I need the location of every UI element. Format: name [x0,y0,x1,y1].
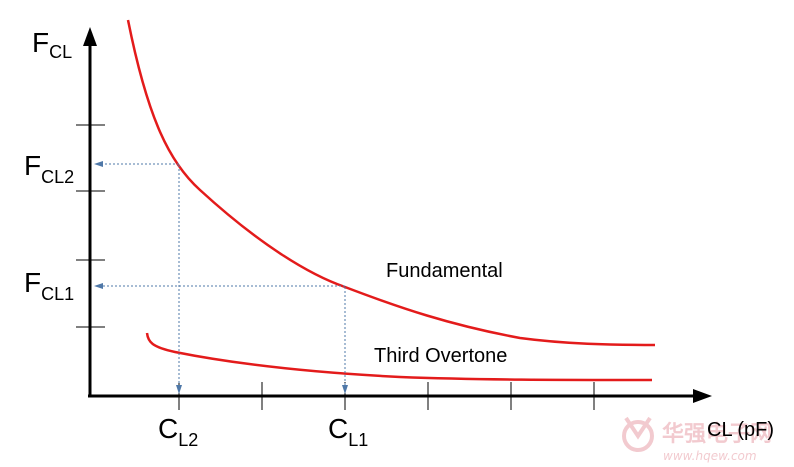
series-label-fundamental: Fundamental [386,260,503,282]
guide-arrow-fcl2 [94,161,103,167]
watermark-logo: 华强电子网 www.hqew.com [622,416,772,463]
y-marker-label-fcl2: FCL2 [24,150,74,187]
x-axis-arrow [693,389,712,403]
y-axis-label-sub: CL [49,42,72,62]
guide-arrow-fcl1 [94,283,103,289]
guide-arrow-cl2 [176,385,182,394]
guide-arrow-cl1 [342,385,348,394]
watermark-url: www.hqew.com [663,449,757,463]
x-marker-label-cl2: CL2 [158,413,198,450]
series-line-third-overtone [145,332,653,382]
watermark-logo-icon [622,420,654,452]
y-marker-label-fcl1: FCL1 [24,267,74,304]
x-marker-label-cl1: CL1 [328,413,368,450]
y-axis-label: FCL [32,27,72,62]
series-line-fundamental [126,19,656,347]
watermark-brand: 华强电子网 [662,421,772,447]
y-axis-arrow [83,27,97,46]
series-label-third-overtone: Third Overtone [374,345,507,367]
x-axis-label: CL (pF) [707,419,774,441]
